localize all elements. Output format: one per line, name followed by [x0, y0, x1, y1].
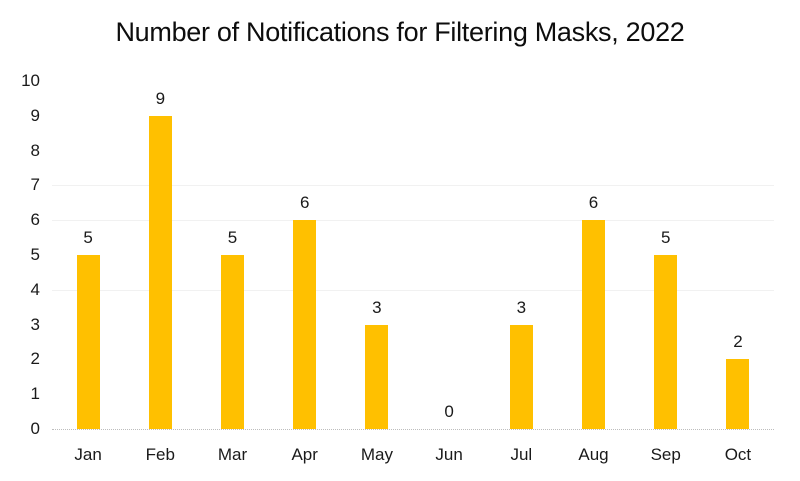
bar-slot-feb: 9 [124, 0, 196, 429]
bar-value-label: 0 [444, 402, 454, 421]
chart-title: Number of Notifications for Filtering Ma… [115, 17, 685, 47]
x-tick-label: Mar [217, 445, 248, 464]
bar-value-label: 6 [299, 193, 310, 213]
x-tick-label: Sep [650, 445, 681, 464]
y-tick-label: 9 [30, 105, 40, 125]
bar-feb [148, 115, 172, 429]
x-axis-line [52, 429, 774, 430]
bar-slot-jun: 0 [413, 0, 485, 429]
bar-jul [509, 324, 533, 429]
bar-value-label: 3 [372, 297, 382, 317]
y-axis: 0 1 2 3 4 5 6 7 8 9 10 [0, 0, 40, 481]
bar-slot-aug: 6 [557, 0, 629, 429]
x-tick-label: Apr [291, 445, 318, 464]
bar-value-label: 2 [733, 332, 743, 352]
bar-value-label: 6 [588, 193, 599, 213]
bar-jan [76, 255, 100, 429]
y-tick-label: 7 [30, 175, 40, 195]
bar-slot-apr: 6 [269, 0, 341, 429]
y-tick-label: 3 [30, 314, 40, 334]
x-axis-labels: Jan Feb Mar Apr May Jun Jul Aug Sep Oct [52, 444, 774, 465]
x-tick-label: Aug [578, 445, 609, 464]
bar-slot-oct: 2 [702, 0, 774, 429]
x-tick-label: Oct [724, 445, 752, 464]
bar-slot-may: 3 [341, 0, 413, 429]
bar-oct [726, 359, 750, 429]
bar-slot-mar: 5 [196, 0, 268, 429]
bar-value-label: 5 [227, 228, 238, 247]
bar-mar [221, 255, 244, 429]
gridline [52, 185, 774, 187]
bar-apr [293, 220, 317, 429]
bar-slot-jan: 5 [52, 0, 124, 429]
x-tick-label: Jun [435, 445, 463, 464]
bar-slot-sep: 5 [630, 0, 702, 429]
gridline [52, 289, 774, 291]
x-tick-label: Feb [145, 445, 175, 464]
x-tick-label: Jan [74, 445, 102, 464]
x-tick-label: Jul [510, 445, 533, 464]
bar-value-label: 5 [83, 228, 93, 247]
bar-sep [654, 255, 678, 429]
y-tick-label: 0 [30, 419, 40, 438]
y-tick-label: 8 [30, 140, 40, 160]
bar-aug [582, 220, 606, 429]
bars-row: 5 9 5 6 3 0 3 6 5 2 [52, 0, 774, 429]
bar-value-label: 9 [155, 88, 166, 108]
bar-value-label: 3 [516, 297, 527, 317]
y-tick-label: 6 [30, 210, 40, 230]
bar-slot-jul: 3 [485, 0, 557, 429]
y-tick-label: 5 [30, 245, 40, 264]
bar-value-label: 5 [660, 228, 671, 247]
y-tick-label: 4 [30, 279, 40, 299]
plot-area: 5 9 5 6 3 0 3 6 5 2 [52, 0, 774, 429]
y-tick-label: 1 [30, 384, 40, 404]
x-tick-label: May [360, 445, 393, 464]
bar-may [365, 324, 389, 429]
y-tick-label: 10 [21, 71, 40, 90]
gridline [52, 220, 774, 222]
y-tick-label: 2 [30, 349, 40, 369]
